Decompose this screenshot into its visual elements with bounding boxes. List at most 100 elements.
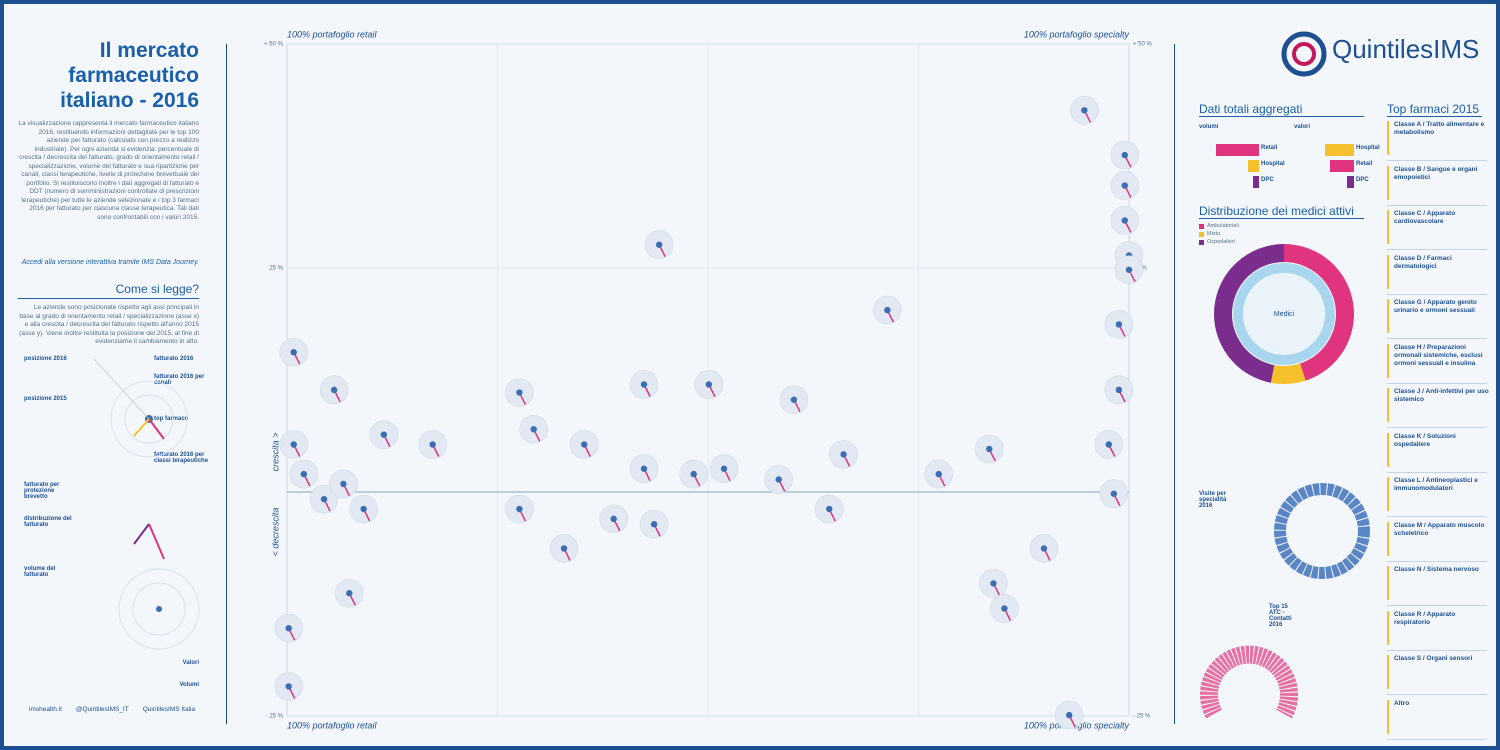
class-title: Classe B / Sangue e organi emopoietici [1394,165,1478,181]
class-title: Classe K / Soluzioni ospedaliere [1394,432,1456,448]
company-point [1040,545,1048,552]
group-label: volumi [1199,124,1219,130]
company-point [290,349,297,356]
corner-label: 100% portafoglio specialty [1024,29,1130,39]
company-point [530,426,537,433]
company-point [290,441,297,448]
class-divider [1387,293,1487,295]
class-marker [1387,121,1389,155]
company-point [650,521,658,528]
legend-label: Ospedalieri [1207,239,1235,245]
legend-label: Ambulatoriali [1207,223,1239,229]
class-marker [1387,477,1389,511]
link[interactable]: Accedi alla versione interattiva tramite… [21,259,199,266]
class-divider [1387,649,1487,651]
bar [1325,144,1354,156]
company-point [775,476,782,483]
class-divider [1387,694,1487,695]
class-marker [1387,165,1389,200]
company-point [610,515,617,523]
bar [1253,176,1259,188]
class-divider [1387,605,1487,606]
donut-segment [1270,363,1306,384]
divider [226,44,227,724]
footer: imshealth.it @QuintilesIMS_IT QuintilesIMS… [29,706,209,713]
bar-label: Hospital [1356,145,1380,151]
donut-center-label: Medici [1274,311,1295,318]
class-marker [1387,521,1389,556]
section-subtitle: Top 15 ATC - Contatti 2016 [1269,604,1292,628]
divider [1174,44,1175,724]
class-divider [1387,427,1487,428]
social-link[interactable]: imshealth.it [29,706,62,713]
section-title: Dati totali aggregati [1199,102,1364,117]
donut-segment [1213,244,1284,383]
class-marker [1387,254,1389,289]
y-tick-label: - 25 % [1133,714,1151,720]
logo-mark [1281,31,1327,77]
class-divider [1387,471,1487,473]
section-title: Top farmaci 2015 [1387,102,1482,117]
company-point [826,505,833,513]
company-point [340,480,347,488]
company-point [346,590,353,597]
bar-label: DPC [1261,177,1274,183]
company-point [935,470,942,478]
company-point [1110,490,1118,497]
class-title: Classe A / Tratto alimentare e metabolis… [1394,121,1485,136]
company-point [640,465,648,472]
logo: QuintilesIMS [1332,34,1480,64]
section-title: Come si legge? [18,282,199,299]
intro: La visualizzazione rappresenta il mercat… [18,120,199,221]
legend-swatch [1199,232,1204,237]
class-marker [1387,655,1389,689]
visits-ring [1274,483,1370,579]
company-point [1115,386,1123,394]
legend-diagram [93,358,200,650]
class-divider [1387,516,1487,517]
company-point [429,441,436,448]
legend-label: fatturato 2016 [154,356,194,362]
side-charts: Medici [1200,244,1370,719]
company-point [640,381,648,388]
center [1244,274,1324,354]
class-title: Classe N / Sistema nervoso [1394,566,1479,573]
legend-label: volume del fatturato [24,566,56,578]
class-divider [1387,560,1487,562]
company-point [720,465,728,472]
company-point [1121,182,1128,189]
company-point [990,580,997,587]
legend-swatch [1199,240,1204,245]
bar-label: Retail [1356,161,1373,167]
company-point [516,389,523,396]
class-marker [1387,210,1389,244]
y-tick-label: - 25 % [266,714,284,720]
company-point [1125,266,1133,273]
class-title: Classe L / Antineoplastici e immunomodul… [1394,477,1478,492]
company-point [705,381,713,388]
company-point [1066,711,1073,719]
inner-ring [1233,263,1335,365]
company-point [1105,441,1112,448]
class-divider [1387,738,1487,740]
donut-segment [1284,244,1354,381]
social-link[interactable]: @QuintilesIMS_IT [75,706,129,713]
social-link[interactable]: QuintilesIMS Italia [142,706,196,713]
company-point [655,241,663,248]
company-point [581,441,588,448]
class-marker [1387,432,1389,467]
class-divider [1387,160,1487,161]
bar-label: DPC [1356,177,1369,183]
bar-label: Hospital [1261,161,1285,167]
company-point [380,431,388,438]
company-point [560,545,568,552]
corner-label: 100% portafoglio retail [287,29,378,39]
bar [1215,144,1259,156]
section-subtitle: Visite per specialità 2016 [1199,491,1227,509]
company-point [986,445,993,453]
class-divider [1387,204,1487,206]
company-point [285,683,292,690]
class-title: Classe G / Apparato genito urinario e or… [1394,299,1477,314]
corner-label: 100% portafoglio retail [287,720,378,730]
